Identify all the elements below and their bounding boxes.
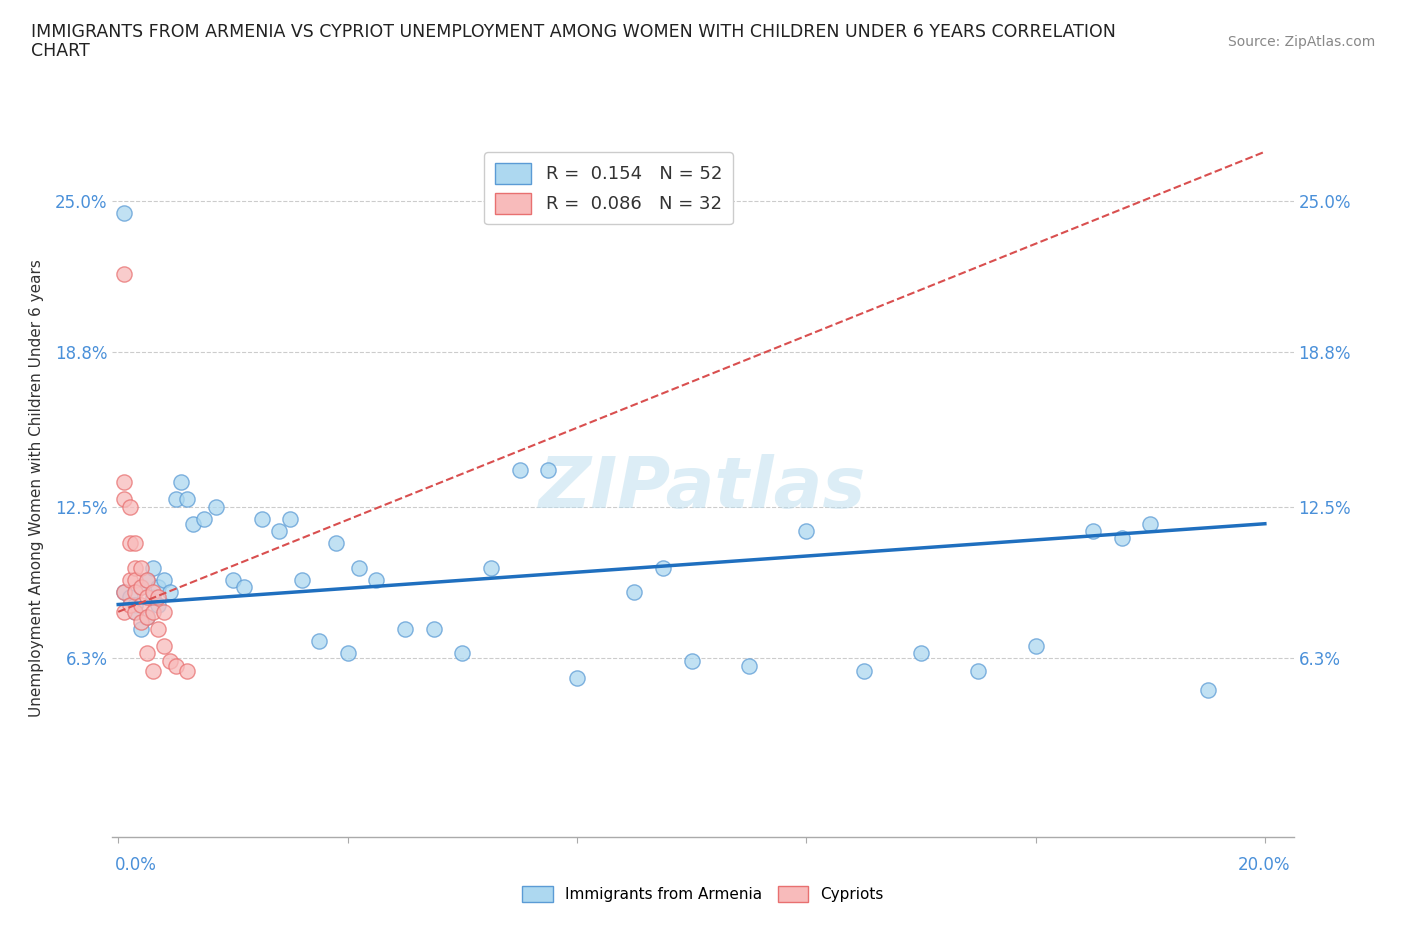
Point [129,580,152,595]
Point [967,663,990,678]
Point [1111,531,1133,546]
Point [153,639,176,654]
Point [1025,639,1047,654]
Point [124,536,146,551]
Point [153,573,176,588]
Point [112,492,135,507]
Point [124,561,146,576]
Point [153,604,176,619]
Point [509,462,531,477]
Point [165,492,187,507]
Point [222,573,245,588]
Point [193,512,215,526]
Point [148,590,170,604]
Legend: Immigrants from Armenia, Cypriots: Immigrants from Armenia, Cypriots [516,880,890,909]
Point [118,499,141,514]
Point [176,492,198,507]
Point [135,573,157,588]
Text: 20.0%: 20.0% [1239,856,1291,873]
Point [135,573,157,588]
Point [170,474,193,489]
Point [135,646,157,661]
Point [623,585,645,600]
Y-axis label: Unemployment Among Women with Children Under 6 years: Unemployment Among Women with Children U… [30,259,44,717]
Point [852,663,875,678]
Point [451,646,474,661]
Point [142,604,165,619]
Point [112,474,135,489]
Point [129,561,152,576]
Point [479,561,502,576]
Point [181,516,204,531]
Point [112,267,135,282]
Point [148,597,170,612]
Point [148,621,170,636]
Point [135,609,157,624]
Point [308,633,330,648]
Point [910,646,932,661]
Point [148,580,170,595]
Point [794,524,817,538]
Point [112,206,135,220]
Point [124,585,146,600]
Point [142,590,165,604]
Text: CHART: CHART [31,42,90,60]
Point [135,590,157,604]
Text: ZIPatlas: ZIPatlas [540,454,866,523]
Point [135,609,157,624]
Point [124,597,146,612]
Point [267,524,290,538]
Text: 0.0%: 0.0% [115,856,157,873]
Point [129,597,152,612]
Point [291,573,314,588]
Point [112,604,135,619]
Point [336,646,359,661]
Point [124,573,146,588]
Point [124,604,146,619]
Point [366,573,388,588]
Point [129,614,152,629]
Point [118,597,141,612]
Point [394,621,416,636]
Point [129,580,152,595]
Point [124,604,146,619]
Point [537,462,560,477]
Point [278,512,301,526]
Point [347,561,370,576]
Point [118,590,141,604]
Point [112,585,135,600]
Point [204,499,226,514]
Point [159,654,181,669]
Point [1197,683,1219,698]
Point [159,585,181,600]
Point [565,671,588,685]
Point [250,512,273,526]
Point [118,573,141,588]
Point [325,536,347,551]
Point [738,658,761,673]
Text: Source: ZipAtlas.com: Source: ZipAtlas.com [1227,35,1375,49]
Point [422,621,444,636]
Point [112,585,135,600]
Point [118,536,141,551]
Point [142,561,165,576]
Point [165,658,187,673]
Point [176,663,198,678]
Point [142,585,165,600]
Point [1139,516,1161,531]
Legend: R =  0.154   N = 52, R =  0.086   N = 32: R = 0.154 N = 52, R = 0.086 N = 32 [484,152,733,224]
Point [681,654,703,669]
Point [142,663,165,678]
Point [233,580,256,595]
Point [129,621,152,636]
Point [651,561,673,576]
Text: IMMIGRANTS FROM ARMENIA VS CYPRIOT UNEMPLOYMENT AMONG WOMEN WITH CHILDREN UNDER : IMMIGRANTS FROM ARMENIA VS CYPRIOT UNEMP… [31,23,1116,41]
Point [1081,524,1104,538]
